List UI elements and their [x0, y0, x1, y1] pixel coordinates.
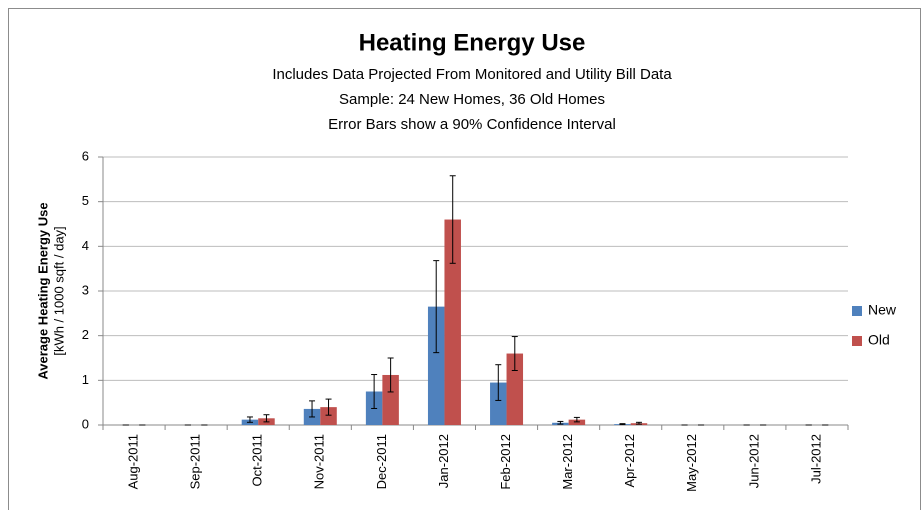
- x-tick-label: Jan-2012: [436, 434, 451, 488]
- bar: [427, 306, 445, 425]
- x-tick-label: Sep-2011: [188, 434, 203, 489]
- y-tick-label: 0: [82, 416, 89, 431]
- x-tick-label: Jun-2012: [746, 434, 761, 488]
- x-tick-label: Jul-2012: [808, 434, 823, 484]
- x-tick-label: Nov-2011: [312, 434, 327, 489]
- error-bar: [495, 364, 502, 401]
- error-bar: [449, 175, 456, 264]
- chart-title: Heating Energy Use: [359, 29, 586, 56]
- error-bar: [619, 423, 626, 426]
- y-tick-label: 6: [82, 148, 89, 163]
- bar: [444, 219, 461, 425]
- y-tick-label: 5: [82, 193, 89, 208]
- bar: [382, 374, 399, 425]
- error-bar: [309, 400, 316, 418]
- error-bar: [263, 414, 270, 423]
- chart-subtitle: Error Bars show a 90% Confidence Interva…: [328, 116, 616, 133]
- error-bar: [371, 374, 378, 409]
- x-tick-label: Dec-2011: [374, 434, 389, 489]
- bar: [320, 407, 337, 425]
- error-bar: [635, 421, 642, 425]
- error-bar: [387, 357, 394, 393]
- error-bar: [573, 416, 580, 423]
- error-bar: [511, 336, 518, 372]
- x-tick-label: Feb-2012: [498, 434, 513, 490]
- chart-subtitle: Sample: 24 New Homes, 36 Old Homes: [339, 91, 605, 108]
- bar: [506, 353, 524, 425]
- error-bar: [246, 416, 253, 423]
- x-tick-label: May-2012: [684, 434, 699, 492]
- error-bar: [325, 398, 332, 416]
- chart-border: [8, 8, 921, 510]
- y-tick-label: 2: [82, 327, 89, 342]
- y-tick-label: 4: [82, 238, 89, 253]
- error-bar: [557, 420, 564, 425]
- legend-swatch: [852, 336, 862, 346]
- bar: [490, 382, 507, 425]
- legend-label: Old: [868, 332, 890, 348]
- error-bar: [433, 260, 440, 354]
- y-axis-units: [kWh / 1000 sqft / day]: [51, 226, 66, 355]
- x-tick-label: Apr-2012: [622, 434, 637, 487]
- y-axis-label: Average Heating Energy Use: [35, 202, 50, 379]
- legend-label: New: [868, 302, 897, 318]
- x-tick-label: Oct-2011: [250, 434, 265, 487]
- y-tick-label: 3: [82, 282, 89, 297]
- x-tick-label: Mar-2012: [560, 434, 575, 490]
- y-tick-label: 1: [82, 372, 89, 387]
- x-tick-label: Aug-2011: [125, 434, 140, 489]
- legend-swatch: [852, 306, 862, 316]
- chart-subtitle: Includes Data Projected From Monitored a…: [272, 66, 672, 83]
